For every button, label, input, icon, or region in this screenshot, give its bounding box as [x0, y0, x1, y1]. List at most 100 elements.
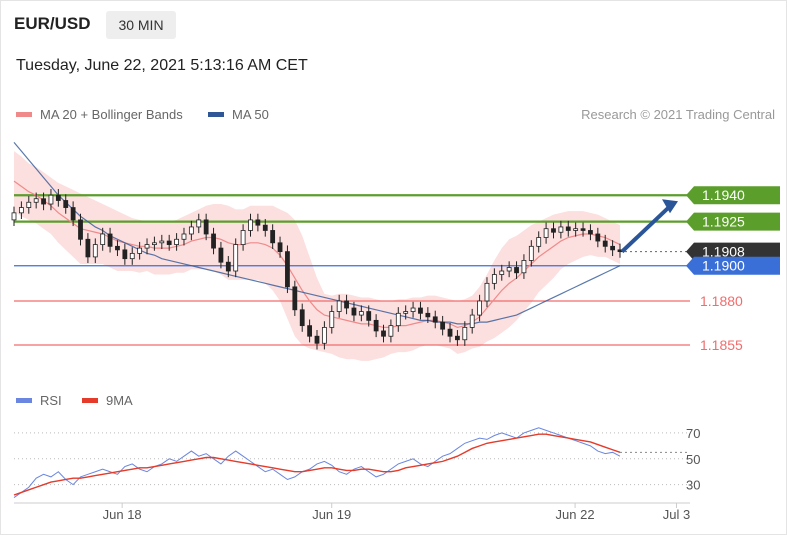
candle-body — [255, 219, 261, 226]
level-label-1.1940: 1.1940 — [702, 187, 745, 203]
candle-body — [558, 226, 564, 233]
candle-body — [432, 316, 438, 323]
candle-body — [11, 212, 17, 221]
candle-body — [381, 330, 386, 337]
x-tick-label: Jul 3 — [663, 507, 690, 522]
candle-body — [329, 311, 335, 328]
candle-body — [159, 240, 165, 244]
candle-body — [580, 228, 586, 231]
candle-body — [455, 335, 460, 341]
candle-body — [203, 219, 209, 235]
candle-body — [144, 244, 150, 249]
ma50-line — [13, 141, 621, 325]
candle-body — [573, 228, 579, 231]
candle-body — [55, 194, 61, 201]
candle-body — [100, 233, 106, 245]
candle-body — [595, 233, 601, 242]
candle-body — [285, 251, 290, 288]
level-label-1.1880: 1.1880 — [700, 293, 743, 309]
candle-body — [299, 309, 305, 327]
candle-body — [107, 233, 113, 247]
candle-body — [344, 300, 349, 309]
legend-ma50-label: MA 50 — [232, 107, 269, 122]
candle-body — [477, 300, 482, 316]
candle-body — [174, 238, 179, 245]
candle-body — [188, 226, 194, 235]
candle-body — [551, 228, 556, 233]
bollinger-band-fill — [14, 151, 620, 361]
candle-body — [388, 325, 394, 337]
timestamp: Tuesday, June 22, 2021 5:13:16 AM CET — [16, 57, 308, 74]
rsi-series-rsi — [13, 427, 621, 498]
candle-body — [351, 307, 357, 316]
candle-body — [85, 238, 91, 258]
candle-body — [166, 240, 172, 245]
x-tick-label: Jun 18 — [103, 507, 142, 522]
instrument-title: EUR/USD — [14, 14, 91, 33]
candle-body — [292, 286, 298, 311]
legend-ma50: MA 50 — [208, 107, 269, 122]
candle-body — [26, 201, 32, 208]
candle-body — [536, 237, 542, 247]
candle-body — [484, 282, 490, 302]
candle-body — [196, 219, 202, 228]
candle-body — [358, 311, 364, 316]
x-tick-label: Jun 22 — [556, 507, 595, 522]
candle-body — [211, 233, 216, 249]
candle-body — [233, 244, 239, 272]
candle-body — [48, 194, 54, 205]
forecast-arrow — [620, 204, 672, 254]
level-tag-1.1940 — [686, 186, 780, 205]
candle-body — [514, 267, 519, 274]
candle-body — [499, 270, 505, 275]
ma50-swatch — [208, 112, 224, 117]
level-tag-1.1925 — [686, 212, 780, 231]
candle-body — [462, 327, 468, 341]
candle-body — [225, 261, 231, 272]
legend-bollinger: MA 20 + Bollinger Bands — [16, 107, 183, 122]
candle-body — [366, 311, 372, 321]
timeframe-badge[interactable]: 30 MIN — [106, 11, 176, 39]
level-tag-1.1900 — [686, 256, 780, 275]
rsi-legend-swatch-rsi — [16, 398, 32, 403]
rsi-legend-rsi: RSI — [40, 393, 62, 408]
level-label-1.1900: 1.1900 — [702, 258, 745, 274]
candle-body — [137, 247, 143, 254]
rsi-legend-9ma: 9MA — [106, 393, 133, 408]
rsi-tick-50: 50 — [686, 452, 700, 467]
candle-body — [395, 312, 401, 327]
candle-body — [92, 244, 98, 258]
candle-body — [33, 198, 39, 203]
level-label-1.1925: 1.1925 — [702, 214, 745, 230]
candle-body — [410, 307, 416, 312]
candle-body — [543, 228, 549, 238]
candle-body — [181, 233, 187, 240]
candle-body — [70, 207, 76, 221]
rsi-legend-swatch-9ma — [82, 398, 98, 403]
candle-body — [425, 312, 431, 318]
candle-body — [18, 207, 24, 214]
candle-body — [122, 249, 128, 260]
candle-body — [602, 240, 608, 247]
level-label-1.1908: 1.1908 — [702, 244, 745, 260]
candle-body — [447, 328, 453, 337]
candle-body — [506, 267, 512, 272]
candle-body — [115, 245, 120, 251]
bollinger-swatch — [16, 112, 32, 117]
candle-body — [41, 198, 46, 205]
candle-body — [262, 224, 268, 231]
research-credit: Research © 2021 Trading Central — [581, 107, 775, 122]
candle-body — [418, 307, 423, 314]
legend-bollinger-label: MA 20 + Bollinger Bands — [40, 107, 183, 122]
candle-body — [78, 219, 83, 240]
ma20-line — [13, 180, 621, 329]
candle-body — [277, 242, 283, 253]
candle-body — [469, 314, 475, 328]
candle-body — [314, 335, 320, 344]
candle-body — [270, 230, 276, 244]
candle-body — [588, 230, 593, 235]
candle-body — [373, 319, 379, 332]
rsi-tick-30: 30 — [686, 478, 700, 493]
level-label-1.1855: 1.1855 — [700, 337, 743, 353]
